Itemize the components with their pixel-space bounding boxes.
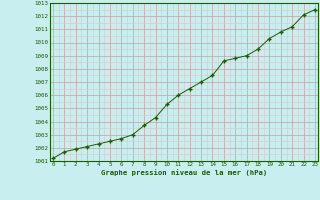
- X-axis label: Graphe pression niveau de la mer (hPa): Graphe pression niveau de la mer (hPa): [101, 169, 267, 176]
